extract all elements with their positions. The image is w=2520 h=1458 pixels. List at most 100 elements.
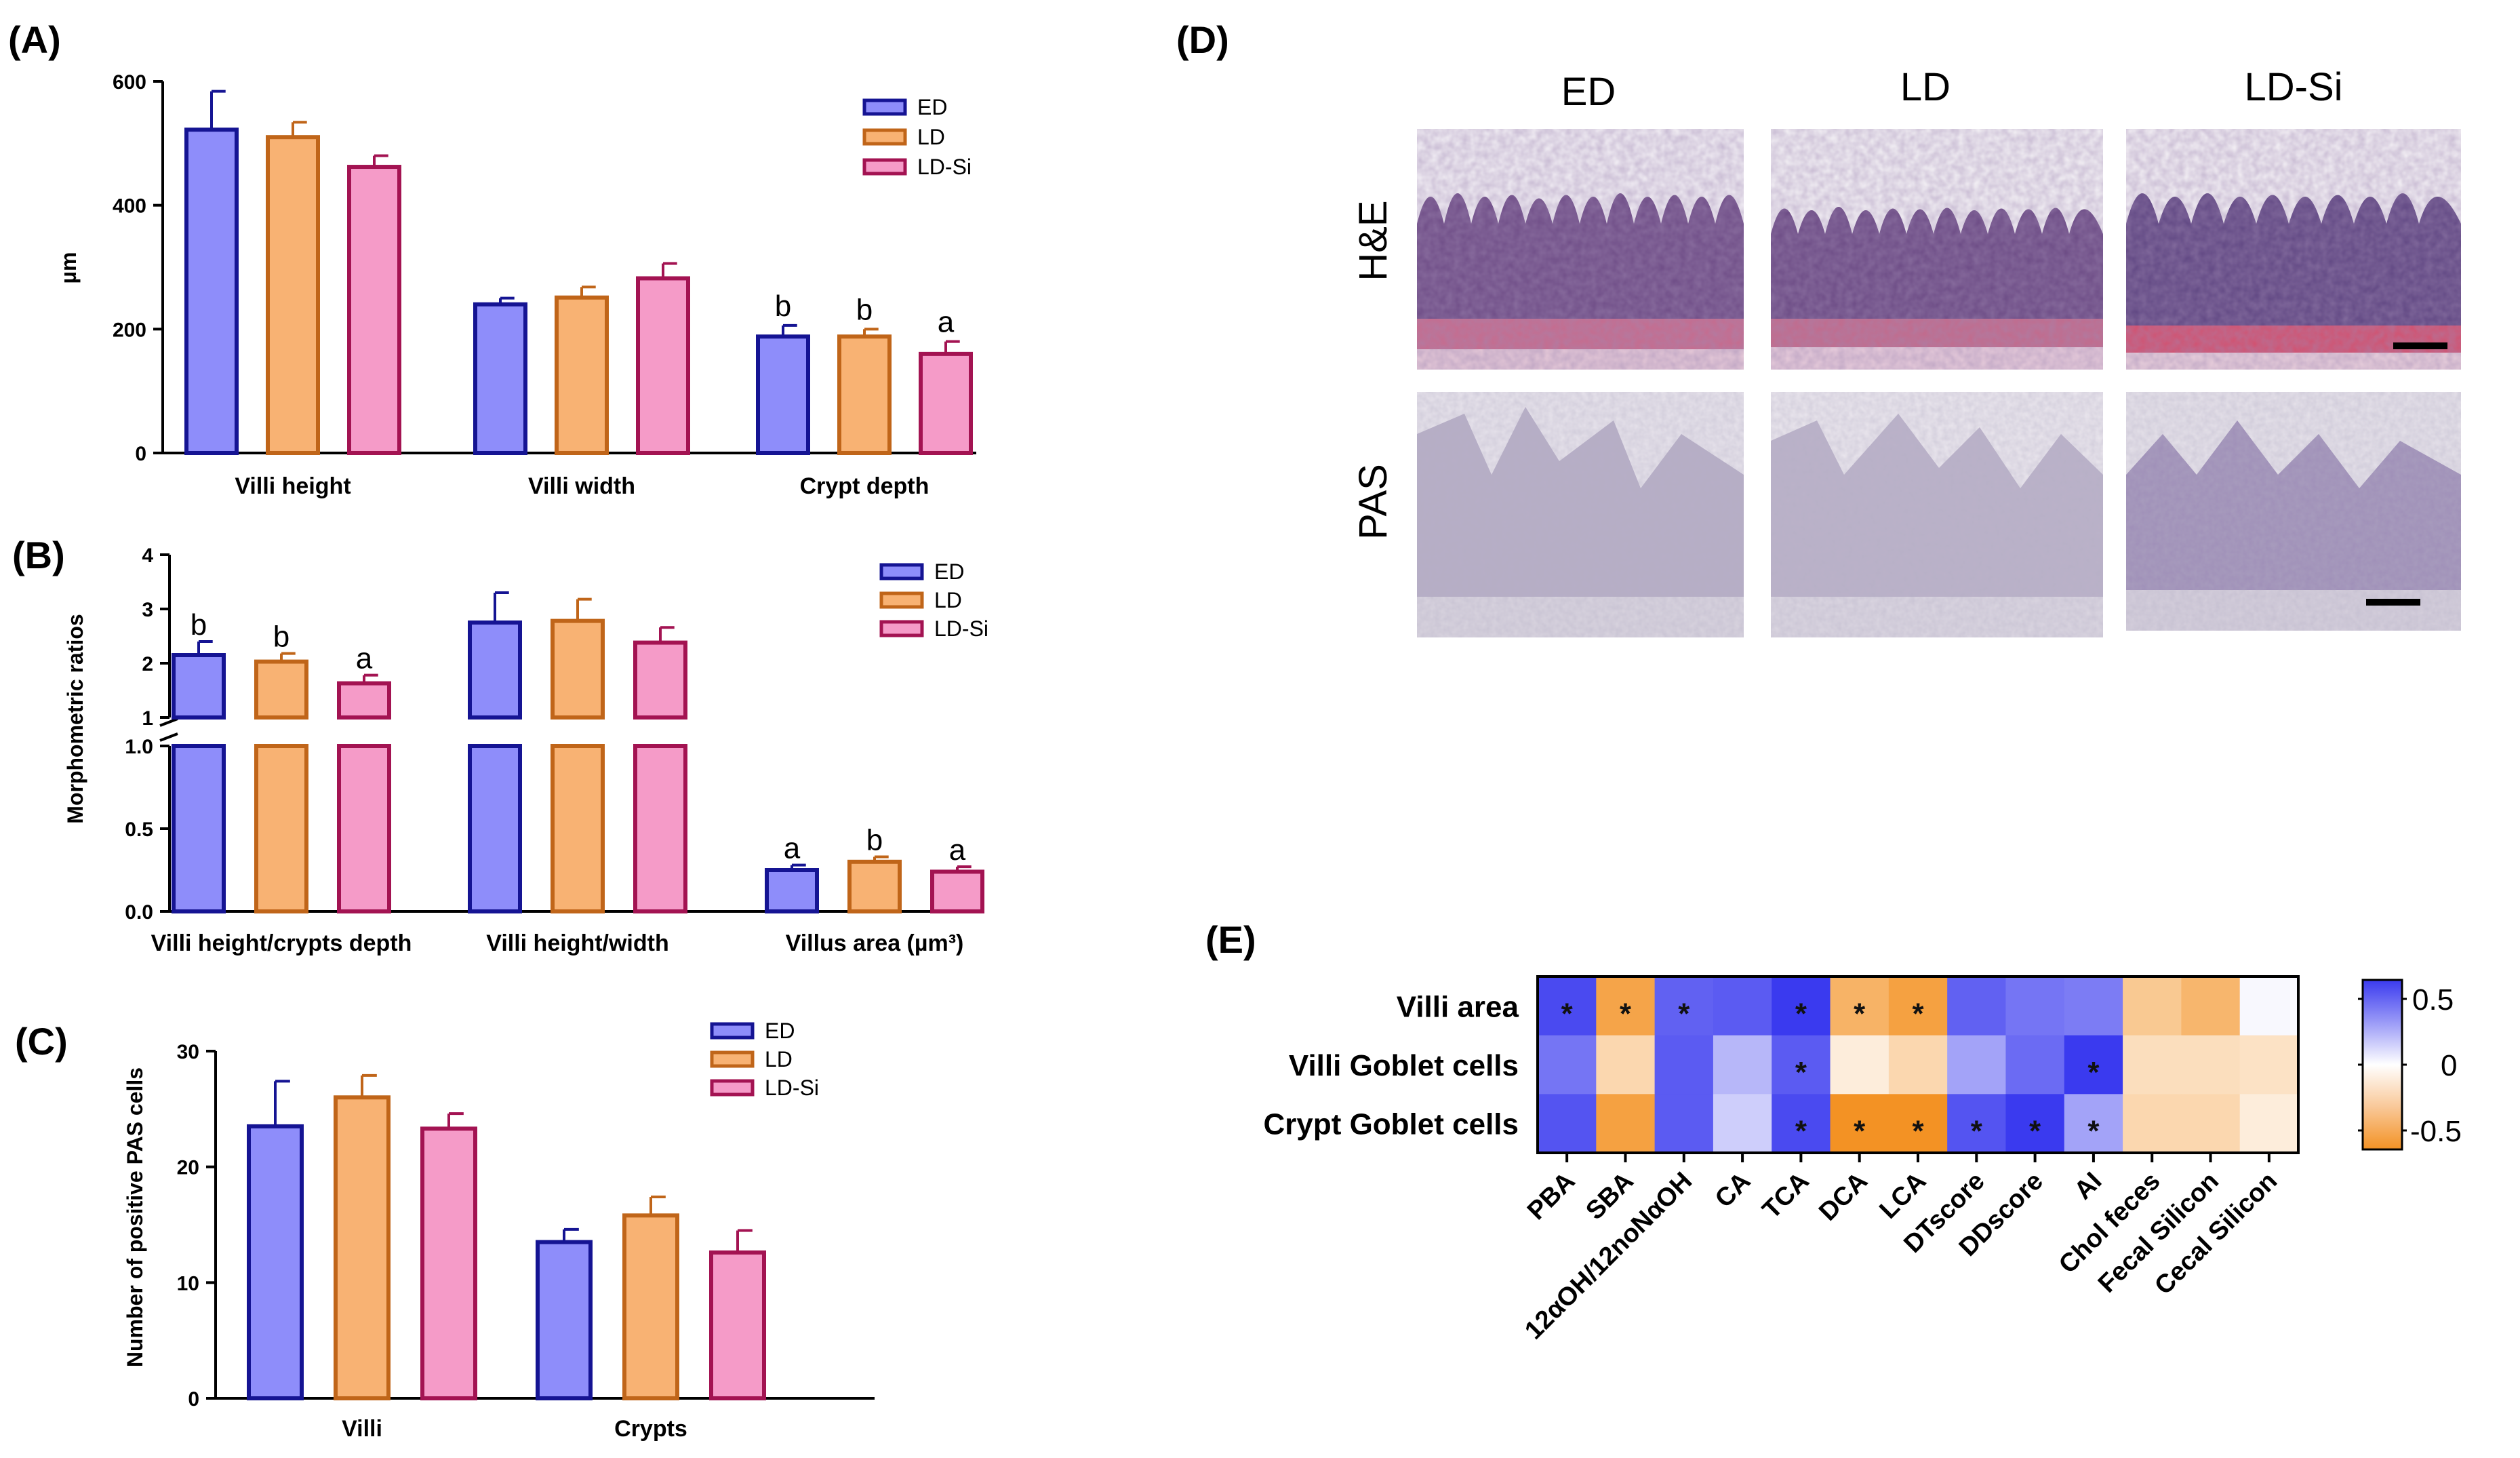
- bar-ld-si: [633, 640, 687, 720]
- y-tick-label: 200: [113, 319, 146, 341]
- panel-label-b: (B): [12, 534, 65, 576]
- bar-ed: [536, 1240, 593, 1400]
- heatmap-cell: [1888, 977, 1948, 1036]
- panel-label-e: (E): [1205, 918, 1256, 961]
- legend: ED LD LD-Si: [879, 559, 988, 641]
- y-tick-label: 4: [142, 545, 153, 567]
- he-image-ld: [1771, 129, 2103, 370]
- legend-swatch-ed: [879, 563, 924, 580]
- heatmap-cell: [2181, 977, 2241, 1036]
- heatmap-cell: [2181, 1035, 2241, 1095]
- y-tick-label: 10: [177, 1272, 199, 1295]
- legend-label: LD-Si: [917, 155, 972, 179]
- colorbar-tick: 0: [2441, 1049, 2457, 1082]
- heatmap-cell: [2005, 977, 2065, 1036]
- heatmap-cell: [1947, 1094, 2006, 1154]
- heatmap-cell: [1772, 1094, 1831, 1154]
- legend-label: LD: [934, 588, 962, 612]
- y-tick-label: 0: [188, 1388, 199, 1411]
- heatmap-cell: [1772, 977, 1831, 1036]
- histology-row-he: H&E: [1351, 200, 1395, 281]
- bar-chart-c: 0 10 20 30 Villi Crypts ED LD LD-Si Number of …: [123, 1019, 875, 1442]
- significance-star: *: [1561, 997, 1574, 1030]
- y-axis-label: Morphometric ratios: [63, 614, 87, 823]
- legend-swatch-ld: [862, 128, 907, 146]
- bar-ed: [468, 744, 522, 913]
- significance-star: *: [1912, 1115, 1924, 1148]
- heatmap-row-label: Crypt Goblet cells: [1263, 1108, 1519, 1141]
- heatmap-cell: [1654, 1094, 1714, 1154]
- heatmap-cell: [1538, 1035, 1597, 1095]
- heatmap-cell: [1888, 1035, 1948, 1095]
- legend-swatch-ed: [710, 1022, 755, 1040]
- legend: ED LD LD-Si: [862, 95, 972, 179]
- category-label: Crypt depth: [800, 473, 929, 499]
- bar-ld: [254, 659, 308, 720]
- y-ticks: 0 10 20 30: [177, 1041, 216, 1411]
- bar-ld: [551, 618, 605, 720]
- pas-image-ed: [1417, 392, 1744, 637]
- heatmap-cell: [1596, 1035, 1656, 1095]
- pas-image-ld: [1771, 392, 2103, 637]
- y-axis-label: µm: [56, 252, 81, 284]
- bar-ld: [847, 859, 902, 914]
- panel-label-c: (C): [15, 1020, 68, 1063]
- significance-star: *: [1795, 1115, 1807, 1148]
- bar-ed: [473, 302, 527, 455]
- heatmap-cell: [2123, 1094, 2182, 1154]
- y-ticks: 0 200 400 600: [113, 71, 163, 465]
- category-label: Crypts: [614, 1416, 687, 1442]
- y-ticks: 1 2 3 4 0.0 0.5 1.0: [125, 545, 169, 924]
- significance-letter: b: [866, 823, 883, 856]
- heatmap-cell: [1538, 1094, 1597, 1154]
- significance-letter: a: [949, 833, 966, 867]
- legend-swatch-ld-si: [710, 1079, 755, 1097]
- heatmap-col-label: PBA: [1522, 1167, 1580, 1225]
- colorbar-gradient: [2361, 979, 2403, 1151]
- heatmap-cell: [1713, 1094, 1772, 1154]
- significance-letter: b: [856, 293, 873, 326]
- bar-ed: [468, 620, 522, 720]
- legend-label: ED: [934, 559, 964, 584]
- heatmap-cell: [1596, 1094, 1656, 1154]
- heatmap-cell: [2181, 1094, 2241, 1154]
- significance-star: *: [1795, 1056, 1807, 1089]
- bar-ld: [837, 334, 892, 455]
- heatmap-cell: [2239, 977, 2299, 1036]
- y-tick-label: 30: [177, 1041, 199, 1063]
- he-image-ld-si: [2126, 129, 2461, 370]
- legend-swatch-ld-si: [879, 620, 924, 637]
- heatmap-cell: [2064, 977, 2123, 1036]
- bar-ld: [334, 1095, 391, 1401]
- significance-star: *: [1912, 997, 1924, 1030]
- heatmap-cell: [2123, 1035, 2182, 1095]
- heatmap-cell: [1596, 977, 1656, 1036]
- heatmap-cell: [1888, 1094, 1948, 1154]
- bar-ld-si: [930, 869, 984, 913]
- he-image-ed: [1417, 129, 1744, 370]
- legend-swatch-ed: [862, 98, 907, 116]
- heatmap-cell: [1830, 1035, 1889, 1095]
- significance-star: *: [2087, 1115, 2100, 1148]
- heatmap-cell: [1772, 1035, 1831, 1095]
- heatmap-cell: [1713, 977, 1772, 1036]
- heatmap-cells: [1536, 975, 2300, 1154]
- bar-ed: [765, 868, 819, 913]
- significance-star: *: [1620, 997, 1632, 1030]
- heatmap-row-label: Villi area: [1397, 990, 1519, 1023]
- heatmap-col-label: AI: [2069, 1167, 2108, 1206]
- heatmap-col-label: DCA: [1814, 1167, 1873, 1227]
- category-label: Villi width: [528, 473, 635, 499]
- heatmap-cell: [2064, 1094, 2123, 1154]
- heatmap-cell: [2005, 1035, 2065, 1095]
- significance-letter: b: [273, 620, 289, 654]
- histology-col-ed: ED: [1561, 70, 1616, 114]
- bar-ld-si: [636, 276, 690, 455]
- bars: [247, 1073, 766, 1401]
- legend-swatch-ld: [710, 1050, 755, 1068]
- heatmap-cell: [1830, 1094, 1889, 1154]
- heatmap-cell: [2005, 1094, 2065, 1154]
- bar-chart-a: 0 200 400 600 b b a Villi height Villi width Cr…: [56, 71, 976, 499]
